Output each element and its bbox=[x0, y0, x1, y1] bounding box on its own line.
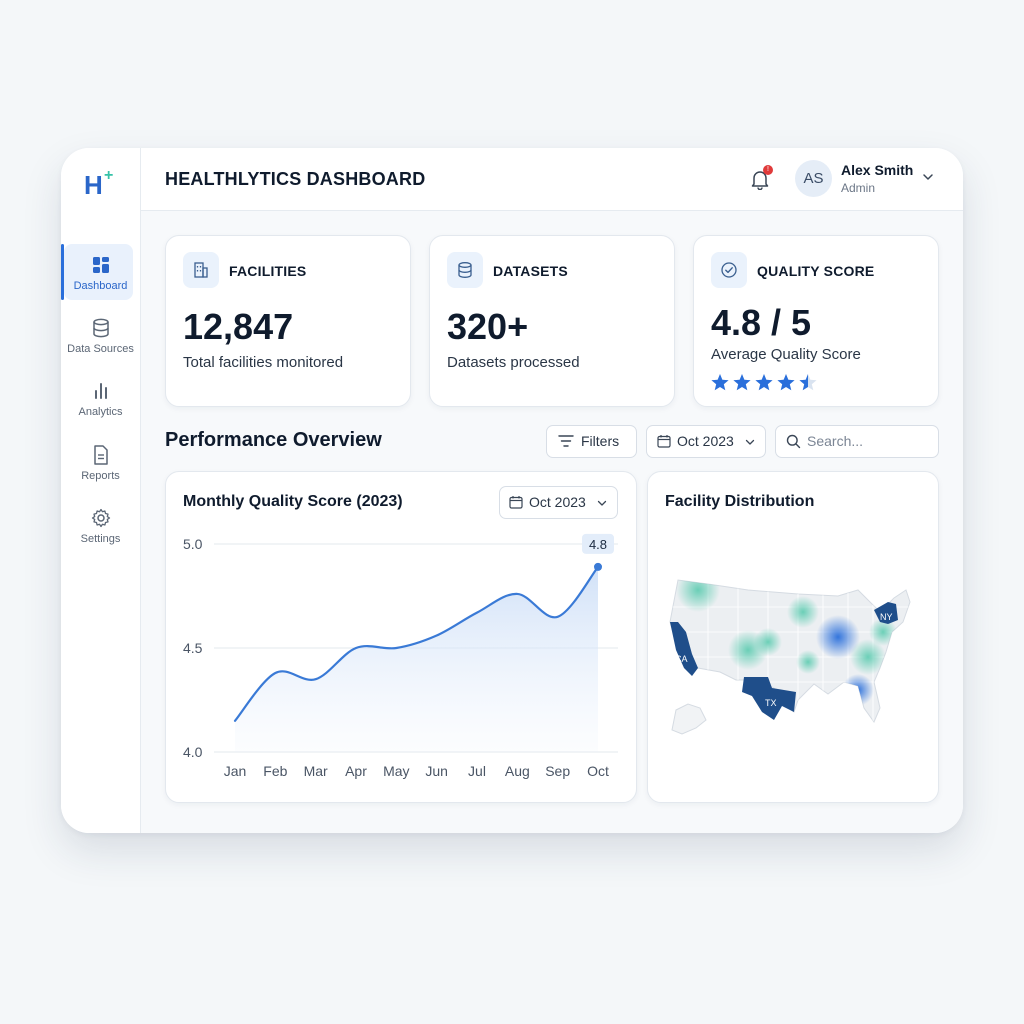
sidebar-item-label: Analytics bbox=[78, 406, 123, 418]
sidebar-item-label: Dashboard bbox=[73, 280, 128, 292]
state-ca[interactable] bbox=[670, 622, 698, 676]
sidebar-item-dashboard[interactable]: Dashboard bbox=[61, 244, 140, 300]
x-tick-label: Feb bbox=[263, 763, 287, 779]
filters-label: Filters bbox=[581, 433, 620, 449]
search-icon bbox=[786, 434, 801, 449]
stat-card-facilities: FACILITIES 12,847 Total facilities monit… bbox=[165, 235, 411, 407]
database-icon bbox=[92, 318, 109, 338]
stat-description: Datasets processed bbox=[447, 354, 580, 371]
avatar[interactable]: AS bbox=[795, 160, 832, 197]
sidebar-item-data-sources[interactable]: Data Sources bbox=[61, 317, 140, 355]
date-range-select[interactable]: Oct 2023 bbox=[646, 425, 766, 458]
bar-chart-icon bbox=[94, 383, 107, 399]
chevron-down-icon bbox=[745, 439, 755, 445]
series-line bbox=[233, 565, 600, 722]
us-heat-map[interactable]: CA TX NY bbox=[648, 472, 938, 802]
filters-button[interactable]: Filters bbox=[546, 425, 637, 458]
quality-line-chart: 5.0 4.5 4.0 4.8 Jan Feb Mar Apr May Jun Jul Aug Sep O… bbox=[183, 533, 618, 779]
sidebar-item-analytics[interactable]: Analytics bbox=[61, 380, 140, 418]
search-box[interactable]: Search... bbox=[775, 425, 939, 458]
top-bar: HEALTHLYTICS DASHBOARD ! AS Alex Smith A… bbox=[141, 148, 963, 211]
x-tick-label: Apr bbox=[345, 763, 367, 779]
x-tick-label: Jan bbox=[224, 763, 247, 779]
y-tick-label: 5.0 bbox=[183, 536, 203, 552]
facility-map-card: Facility Distribution bbox=[647, 471, 939, 803]
chart-date-label: Oct 2023 bbox=[529, 494, 586, 510]
chart-date-select[interactable]: Oct 2023 bbox=[499, 486, 618, 519]
star-filled bbox=[755, 374, 773, 391]
value-tooltip bbox=[582, 533, 614, 554]
value-label: 4.8 bbox=[589, 537, 607, 552]
user-name: Alex Smith bbox=[841, 162, 914, 178]
stat-value: 320+ bbox=[447, 306, 529, 347]
stat-label: QUALITY SCORE bbox=[757, 263, 875, 279]
building-icon bbox=[183, 252, 219, 288]
stat-card-datasets: DATASETS 320+ Datasets processed bbox=[429, 235, 675, 407]
data-point[interactable] bbox=[594, 562, 602, 571]
user-role: Admin bbox=[841, 181, 876, 195]
star-filled bbox=[799, 374, 808, 391]
star-filled bbox=[733, 374, 751, 391]
logo-letter: H bbox=[84, 170, 103, 200]
stat-label: FACILITIES bbox=[229, 263, 307, 279]
star-rating bbox=[711, 374, 817, 391]
logo-plus: + bbox=[104, 167, 114, 184]
search-input[interactable]: Search... bbox=[807, 433, 864, 449]
stat-description: Total facilities monitored bbox=[183, 354, 344, 371]
calendar-icon bbox=[509, 496, 523, 509]
dashboard-icon bbox=[92, 257, 109, 273]
x-tick-label: Sep bbox=[545, 763, 570, 779]
map-label-ca: CA bbox=[675, 654, 688, 664]
calendar-icon bbox=[657, 435, 671, 448]
notification-badge: ! bbox=[763, 165, 773, 175]
stat-card-quality-score: QUALITY SCORE 4.8 / 5 Average Quality Sc… bbox=[693, 235, 939, 407]
stat-description: Average Quality Score bbox=[711, 346, 861, 363]
page-title: HEALTHLYTICS DASHBOARD bbox=[165, 169, 426, 189]
x-tick-label: Mar bbox=[304, 763, 328, 779]
x-tick-label: Jul bbox=[468, 763, 486, 779]
main-content: HEALTHLYTICS DASHBOARD ! AS Alex Smith A… bbox=[141, 148, 963, 833]
y-tick-label: 4.5 bbox=[183, 640, 203, 656]
chart-title: Monthly Quality Score (2023) bbox=[183, 493, 403, 510]
state-ak bbox=[671, 703, 707, 735]
date-range-label: Oct 2023 bbox=[677, 433, 734, 449]
notifications-button[interactable]: ! bbox=[749, 165, 773, 191]
quality-chart-card: Monthly Quality Score (2023) Oct 2023 5.… bbox=[165, 471, 637, 803]
sidebar-item-label: Data Sources bbox=[67, 343, 134, 355]
y-tick-label: 4.0 bbox=[183, 744, 203, 760]
filter-icon bbox=[558, 435, 574, 447]
chevron-down-icon[interactable] bbox=[921, 170, 935, 184]
map-label-ny: NY bbox=[880, 612, 893, 622]
star-filled bbox=[711, 374, 729, 391]
bell-icon bbox=[751, 171, 769, 191]
sidebar: H + Dashboard Data Sources bbox=[61, 148, 141, 833]
sidebar-item-label: Settings bbox=[80, 533, 121, 545]
check-circle-icon bbox=[711, 252, 747, 288]
stat-value: 12,847 bbox=[183, 306, 294, 347]
stat-label: DATASETS bbox=[493, 263, 568, 279]
state-tx[interactable] bbox=[742, 677, 796, 720]
star-filled bbox=[777, 374, 795, 391]
x-tick-label: Aug bbox=[505, 763, 530, 779]
gear-icon bbox=[91, 508, 110, 528]
x-tick-label: Oct bbox=[587, 763, 609, 779]
x-tick-label: May bbox=[383, 763, 409, 779]
map-title: Facility Distribution bbox=[665, 493, 815, 510]
database-icon bbox=[447, 252, 483, 288]
section-title: Performance Overview bbox=[165, 429, 382, 451]
state-ny[interactable] bbox=[874, 602, 898, 624]
area-fill bbox=[235, 566, 598, 752]
x-tick-label: Jun bbox=[425, 763, 448, 779]
map-label-tx: TX bbox=[765, 698, 777, 708]
sidebar-item-reports[interactable]: Reports bbox=[61, 444, 140, 482]
sidebar-item-settings[interactable]: Settings bbox=[61, 507, 140, 545]
chevron-down-icon bbox=[597, 500, 607, 506]
app-logo[interactable]: H + bbox=[84, 167, 118, 200]
document-icon bbox=[93, 445, 108, 465]
app-window: H + Dashboard Data Sources bbox=[61, 148, 963, 833]
stat-value: 4.8 / 5 bbox=[711, 302, 812, 343]
sidebar-item-label: Reports bbox=[81, 470, 120, 482]
